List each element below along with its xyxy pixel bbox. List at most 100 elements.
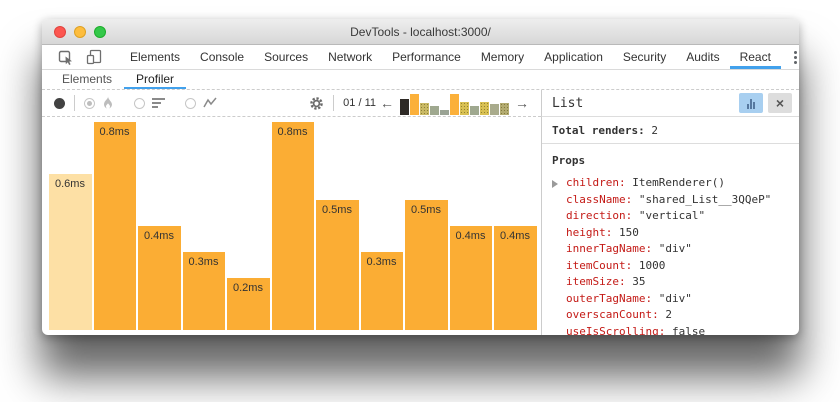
prop-key: itemSize: [566,275,626,288]
next-commit-arrow[interactable]: → [515,95,529,111]
bar-label: 0.4ms [144,230,174,242]
tab-application[interactable]: Application [544,50,603,64]
inspect-element-icon[interactable] [52,45,80,69]
bar-label: 0.4ms [500,230,530,242]
commit-bar-4[interactable]: 0.3ms [182,252,225,330]
mini-commit-bar-3[interactable] [420,102,429,115]
mini-commit-bar-6[interactable] [450,93,459,115]
mini-commit-bar-10[interactable] [490,103,499,115]
flamegraph-view-radio[interactable] [84,97,95,109]
settings-gear-icon[interactable] [309,96,324,111]
commit-bar-2[interactable]: 0.8ms [93,122,136,330]
prop-row-outerTagName: outerTagName: "div" [552,291,789,308]
subtab-elements[interactable]: Elements [62,71,113,86]
window-title: DevTools - localhost:3000/ [350,24,491,39]
tab-network[interactable]: Network [328,50,373,64]
zoom-window-button[interactable] [94,26,106,38]
devtools-tabbar: Elements Console Sources Network Performance… [42,45,799,70]
close-window-button[interactable] [54,26,66,38]
subtab-profiler[interactable]: Profiler [124,70,187,89]
prop-key: innerTagName: [566,242,653,255]
tab-console[interactable]: Console [200,50,245,64]
tab-security[interactable]: Security [622,50,667,64]
commit-bar-1[interactable]: 0.6ms [49,174,92,330]
commit-bar-3[interactable]: 0.4ms [138,226,181,330]
props-heading: Props [552,154,586,167]
prop-value: "div" [652,291,692,305]
component-details-panel: Total renders: 2 Props children: ItemRen… [541,117,799,335]
expand-arrow-icon[interactable] [552,180,558,188]
mini-commit-bar-8[interactable] [470,105,479,115]
ranked-view-radio[interactable] [134,97,145,109]
prop-row-useIsScrolling: useIsScrolling: false [552,324,789,336]
prop-row-itemCount: itemCount: 1000 [552,258,789,275]
mini-commit-bar-4[interactable] [430,105,439,115]
device-toolbar-icon[interactable] [80,45,108,69]
prop-key: useIsScrolling: [566,324,666,336]
mini-commit-bar-2[interactable] [410,93,419,115]
prop-row-innerTagName: innerTagName: "div" [552,241,789,258]
mini-commit-bar-11[interactable] [500,102,509,115]
prop-key: className: [566,192,633,206]
prop-key: outerTagName: [566,291,653,305]
commit-bar-9[interactable]: 0.5ms [405,200,448,330]
prop-value: "div" [652,242,692,255]
profiler-toolbar: 01 / 11 ← → [42,90,541,117]
close-panel-button[interactable]: × [768,93,792,113]
prop-row-overscanCount: overscanCount: 2 [552,307,789,324]
minimize-window-button[interactable] [74,26,86,38]
prop-row-height: height: 150 [552,225,789,242]
prop-value: "vertical" [632,209,706,222]
bar-label: 0.8ms [277,126,308,138]
commit-bar-7[interactable]: 0.5ms [316,200,359,330]
prop-value: ItemRenderer() [625,176,725,189]
prop-value: 2 [658,308,672,321]
react-subtabbar: Elements Profiler [42,70,799,90]
total-renders-label: Total renders: [552,124,645,137]
component-chart-button[interactable] [739,93,763,113]
interactions-view-radio[interactable] [185,97,196,109]
snapshot-counter: 01 / 11 [343,97,376,109]
mini-commit-bar-1[interactable] [400,98,409,115]
prop-value: "shared_List__3QQeP" [632,192,772,206]
props-list: children: ItemRenderer() className: "shar… [552,175,789,335]
devtools-menu-icon[interactable] [781,45,799,69]
prop-key: overscanCount: [566,308,659,321]
commit-bar-10[interactable]: 0.4ms [449,226,492,330]
mini-commit-bar-7[interactable] [460,101,469,115]
ranked-chart-icon [152,98,165,108]
prop-value: 150 [612,225,639,239]
commit-bar-8[interactable]: 0.3ms [360,252,403,330]
prev-commit-arrow[interactable]: ← [380,95,394,111]
commit-bar-11[interactable]: 0.4ms [494,226,537,330]
commit-bar-5[interactable]: 0.2ms [227,278,270,330]
selected-component-header: List × [541,90,799,117]
bar-label: 0.3ms [188,256,219,268]
prop-value: 1000 [632,258,666,272]
record-button[interactable] [54,97,65,109]
bar-label: 0.4ms [455,230,486,242]
bar-chart-icon [747,98,755,109]
tab-elements[interactable]: Elements [130,50,181,64]
prop-value: 35 [625,275,646,288]
bar-label: 0.8ms [99,126,130,138]
devtools-tabs: Elements Console Sources Network Performance… [120,45,781,69]
selected-component-name: List [552,95,584,111]
mini-commit-bar-5[interactable] [440,109,449,115]
flame-icon [102,96,114,110]
tab-performance[interactable]: Performance [392,50,461,64]
prop-row-itemSize: itemSize: 35 [552,274,789,291]
tab-sources[interactable]: Sources [264,50,309,64]
tab-react[interactable]: React [729,45,781,69]
bar-label: 0.5ms [411,204,441,216]
tab-memory[interactable]: Memory [480,50,525,64]
tab-audits[interactable]: Audits [686,50,720,64]
prop-key: children: [566,176,626,189]
commit-bar-6[interactable]: 0.8ms [271,122,314,330]
prop-key: direction: [566,209,633,222]
window-titlebar: DevTools - localhost:3000/ [42,19,799,45]
mini-commit-bar-9[interactable] [480,101,489,115]
bar-label: 0.2ms [233,282,263,294]
bar-label: 0.5ms [322,204,352,216]
prop-row-children: children: ItemRenderer() [552,175,789,192]
